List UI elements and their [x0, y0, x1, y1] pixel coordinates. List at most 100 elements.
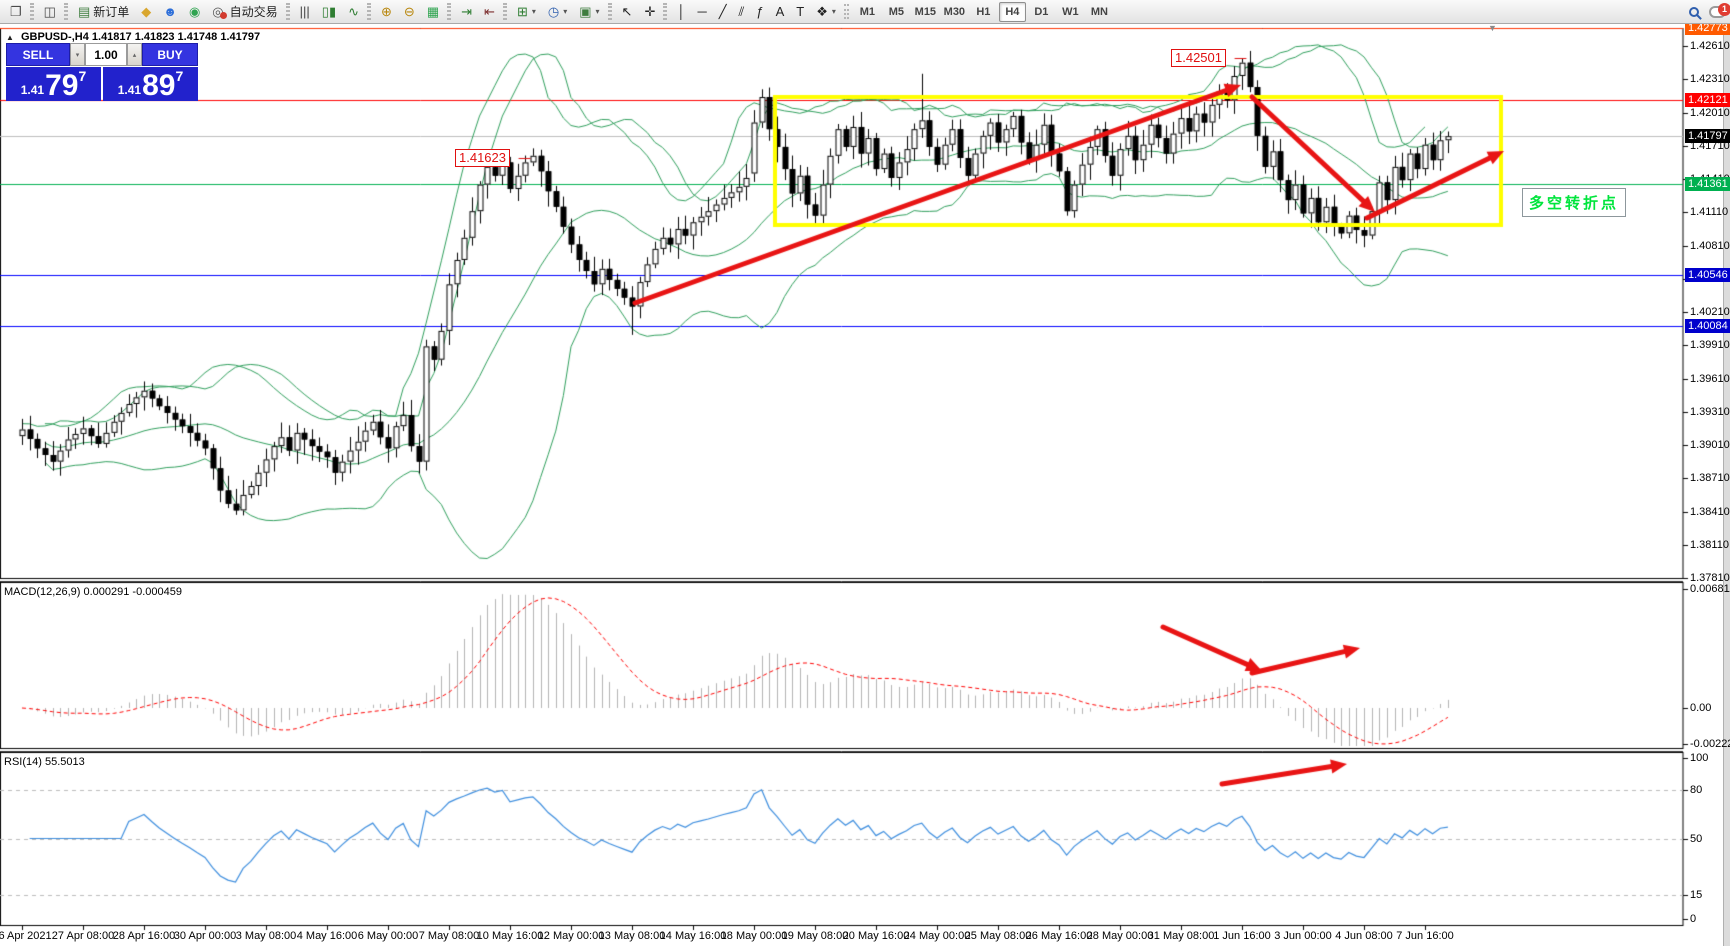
sell-price-pips: 79	[45, 69, 79, 102]
price-axis-label: 1.38110	[1690, 539, 1729, 551]
macd-axis-label: 0.00	[1690, 702, 1712, 714]
text-label-button[interactable]: T	[791, 2, 809, 22]
cursor-button[interactable]: ↖	[617, 2, 638, 22]
timeframe-mn-button[interactable]: MN	[1090, 5, 1108, 18]
chevron-down-icon: ▾	[831, 7, 836, 16]
arrows-icon: ❖	[816, 4, 828, 19]
new-chart-icon: ❐	[10, 4, 22, 19]
indicators-button[interactable]: ⊞ ▾	[512, 2, 541, 22]
new-order-button[interactable]: ▤ 新订单	[73, 2, 134, 22]
price-line-label: 1.41361	[1685, 177, 1730, 191]
right-scroll-strip[interactable]	[1723, 24, 1730, 946]
time-axis-label: 3 Jun 00:00	[1274, 930, 1332, 942]
price-axis-label: 1.39610	[1690, 373, 1730, 385]
price-axis-label: 1.38410	[1690, 506, 1730, 518]
vertical-line-icon: │	[677, 4, 686, 19]
collapse-panel-icon[interactable]: ▲	[6, 33, 14, 42]
chart-shift-button[interactable]: ⇤	[479, 2, 500, 22]
annotation-note[interactable]: 多空转折点	[1522, 188, 1627, 217]
sell-price[interactable]: 1.41 79 7	[6, 67, 101, 101]
rsi-axis-label: 0	[1690, 913, 1697, 925]
metaeditor-button[interactable]: ◆	[136, 2, 156, 22]
toolbar-grip	[607, 3, 612, 20]
main-toolbar: ❐ ◫ ▤ 新订单 ◆ ☻ ◉ ◎ 自动交易 ||| ▯▮ ∿ ⊕ ⊖ ▦ ⇥ ⇤ ⊞ ▾ ◷ ▾ ▣ ▾ ↖ ✛ │ ─ ╱ ⫽ ƒ A T…	[0, 0, 1730, 24]
signals-button[interactable]: ◉	[184, 2, 205, 22]
sell-button[interactable]: SELL	[6, 43, 70, 66]
autotrading-button[interactable]: ◎ 自动交易	[207, 2, 282, 22]
templates-button[interactable]: ▣ ▾	[574, 2, 604, 22]
autotrading-icon: ◎	[212, 4, 224, 19]
line-chart-button[interactable]: ∿	[343, 2, 364, 22]
price-axis-label: 1.41710	[1690, 140, 1730, 152]
buy-price[interactable]: 1.41 89 7	[103, 67, 198, 101]
timeframe-m1-button[interactable]: M1	[859, 5, 875, 18]
toolbar-grip	[367, 3, 372, 20]
auto-scroll-button[interactable]: ⇥	[456, 2, 477, 22]
annotation-price-tag[interactable]: 1.41623	[455, 149, 510, 167]
notifications-icon[interactable]: 1	[1709, 2, 1730, 18]
toolbar-grip	[663, 3, 668, 20]
timeframe-w1-button[interactable]: W1	[1062, 5, 1079, 18]
time-axis-label: 26 May 16:00	[1025, 930, 1093, 942]
horizontal-line-button[interactable]: ─	[692, 2, 711, 22]
macd-axis-label: -0.002227	[1690, 738, 1730, 750]
annotation-price-tag[interactable]: 1.42501	[1171, 49, 1226, 67]
toolbar-grip	[502, 3, 507, 20]
timeframe-m30-button[interactable]: M30	[943, 5, 966, 18]
tile-windows-button[interactable]: ▦	[422, 2, 444, 22]
price-axis-label: 1.42310	[1690, 73, 1730, 85]
timeframe-h4-button[interactable]: H4	[998, 1, 1026, 22]
text-button[interactable]: A	[771, 2, 790, 22]
metaeditor-icon: ◆	[141, 4, 152, 19]
trendline-button[interactable]: ╱	[714, 2, 732, 22]
chart-shift-marker-icon[interactable]: ▼	[1488, 23, 1497, 33]
time-axis-label: 31 May 08:00	[1147, 930, 1215, 942]
new-chart-button[interactable]: ❐	[5, 2, 27, 22]
toolbar-grip	[285, 3, 290, 20]
time-axis-label: 4 Jun 08:00	[1335, 930, 1393, 942]
fibonacci-button[interactable]: ƒ	[751, 2, 768, 22]
volume-decrease-button[interactable]: ▾	[70, 43, 85, 66]
arrows-button[interactable]: ❖ ▾	[811, 2, 841, 22]
crosshair-button[interactable]: ✛	[639, 2, 660, 22]
price-axis-label: 1.38710	[1690, 472, 1730, 484]
profiles-button[interactable]: ◫	[39, 2, 61, 22]
time-axis-label: 4 May 16:00	[296, 930, 358, 942]
price-axis-label: 1.40810	[1690, 240, 1730, 252]
bar-chart-button[interactable]: |||	[295, 2, 315, 22]
fibonacci-icon: ƒ	[756, 4, 764, 19]
timeframe-m15-button[interactable]: M15	[914, 5, 937, 18]
volume-increase-button[interactable]: ▴	[127, 43, 142, 66]
buy-button[interactable]: BUY	[142, 43, 198, 66]
time-axis-label: 10 May 16:00	[476, 930, 544, 942]
equidistant-channel-icon: ⫽	[738, 4, 745, 19]
text-label-icon: T	[796, 4, 805, 19]
candlestick-chart-button[interactable]: ▯▮	[317, 2, 341, 22]
price-line-label: 1.40084	[1685, 319, 1730, 333]
tile-windows-icon: ▦	[426, 4, 440, 19]
rsi-axis-label: 100	[1690, 752, 1709, 764]
timeframe-d1-button[interactable]: D1	[1034, 5, 1049, 18]
zoom-out-button[interactable]: ⊖	[399, 2, 420, 22]
community-button[interactable]: ☻	[158, 2, 182, 22]
notification-badge: 1	[1718, 2, 1730, 16]
buy-price-figure: 1.41	[117, 83, 142, 97]
price-line-label: 1.40546	[1685, 268, 1730, 282]
price-axis-label: 1.39910	[1690, 339, 1730, 351]
time-axis-label: 12 May 00:00	[537, 930, 605, 942]
macd-indicator-label: MACD(12,26,9) 0.000291 -0.000459	[4, 586, 182, 598]
chevron-down-icon: ▾	[531, 7, 536, 16]
zoom-in-button[interactable]: ⊕	[376, 2, 397, 22]
timeframe-m5-button[interactable]: M5	[888, 5, 904, 18]
volume-input[interactable]	[85, 43, 127, 66]
vertical-line-button[interactable]: │	[672, 2, 690, 22]
auto-scroll-icon: ⇥	[461, 4, 473, 19]
search-icon[interactable]	[1689, 6, 1699, 17]
periods-button[interactable]: ◷ ▾	[543, 2, 572, 22]
timeframe-h1-button[interactable]: H1	[976, 5, 991, 18]
price-line-label: 1.42121	[1685, 93, 1730, 107]
periods-icon: ◷	[547, 4, 560, 19]
equidistant-channel-button[interactable]: ⫽	[734, 2, 750, 22]
